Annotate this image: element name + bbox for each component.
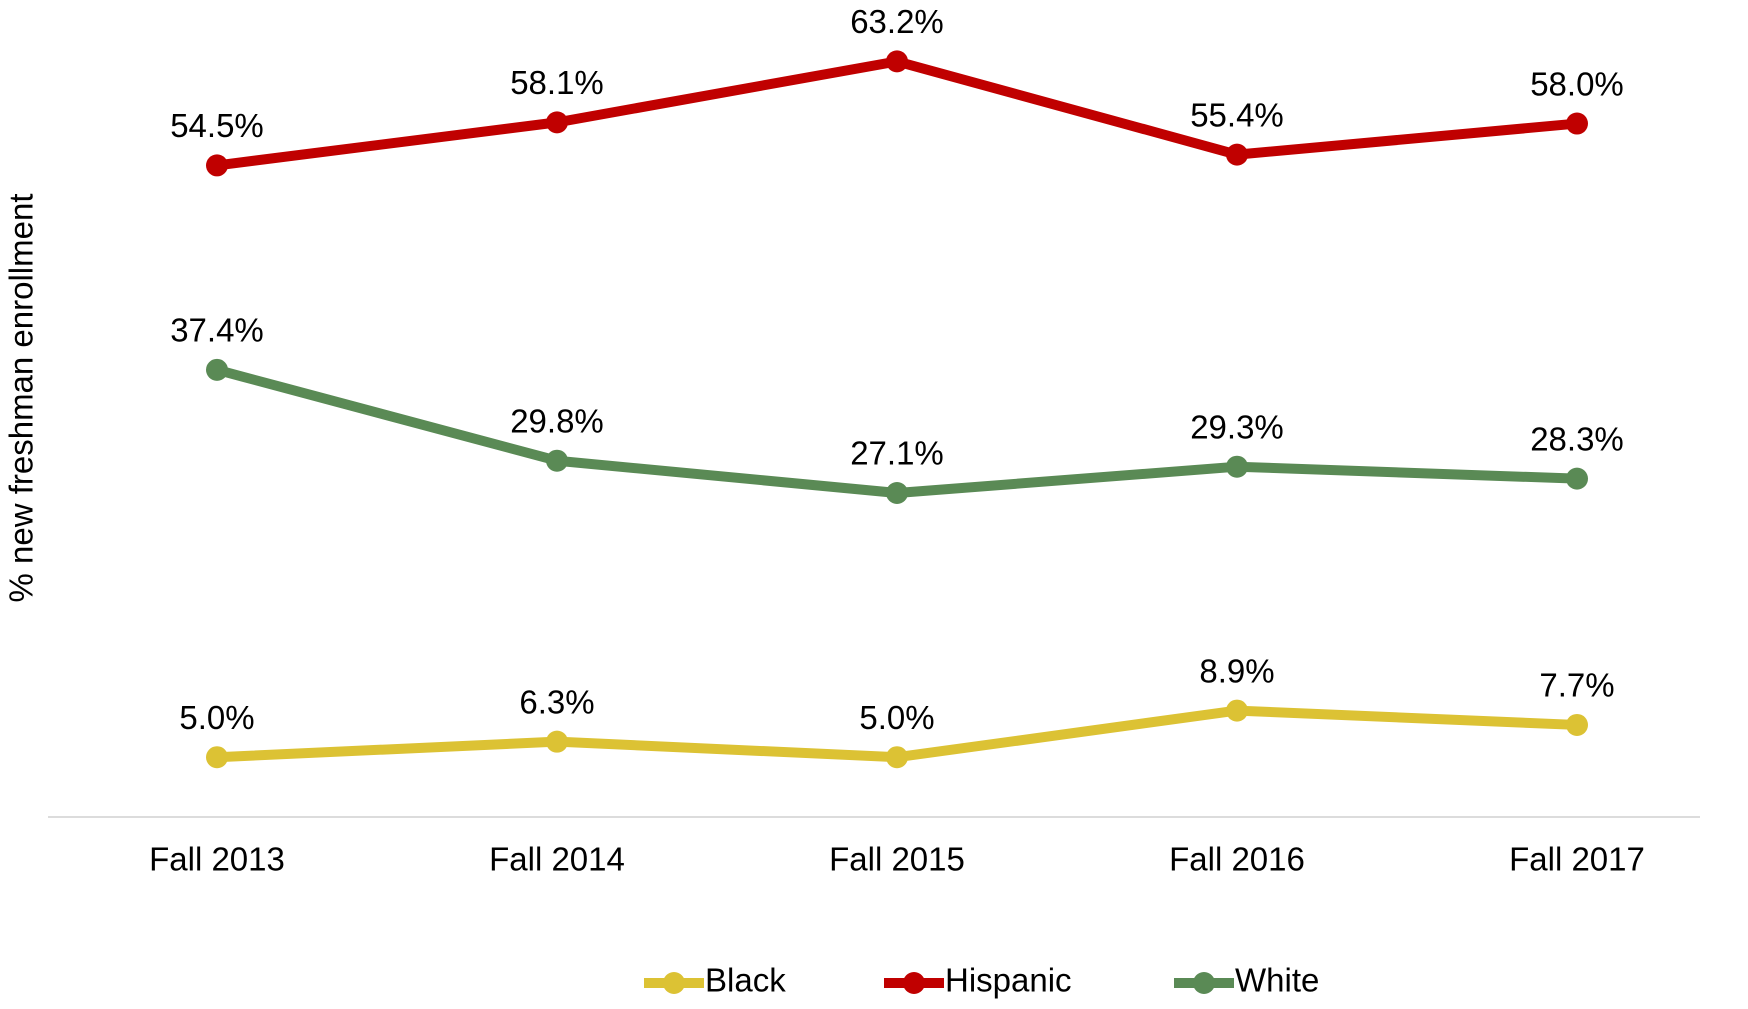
x-tick-label: Fall 2015 (829, 841, 965, 878)
data-label: 63.2% (850, 3, 944, 40)
data-point (886, 481, 908, 504)
data-label: 55.4% (1190, 96, 1284, 133)
x-tick-label: Fall 2014 (489, 841, 625, 878)
data-point (546, 111, 568, 134)
data-label: 8.9% (1199, 652, 1274, 689)
data-point (546, 449, 568, 472)
x-tick-label: Fall 2017 (1509, 841, 1645, 878)
data-label: 7.7% (1539, 667, 1614, 704)
data-label: 28.3% (1530, 420, 1624, 457)
y-axis-label: % new freshman enrollment (3, 193, 40, 602)
data-point (1226, 143, 1248, 166)
data-label: 29.8% (510, 402, 604, 439)
legend-marker (663, 972, 685, 994)
data-point (206, 154, 228, 177)
series-line (216, 56, 1578, 171)
x-tick-label: Fall 2016 (1169, 841, 1305, 878)
legend-marker (1193, 972, 1215, 994)
data-point (546, 730, 568, 753)
legend-label: White (1235, 962, 1319, 999)
data-point (886, 746, 908, 769)
data-point (206, 358, 228, 381)
data-label: 58.1% (510, 64, 604, 101)
data-label: 6.3% (519, 683, 594, 720)
legend-label: Black (705, 962, 786, 999)
data-point (1226, 699, 1248, 722)
data-point (1566, 112, 1588, 135)
data-label: 58.0% (1530, 65, 1624, 102)
data-label: 5.0% (859, 699, 934, 736)
data-point (206, 746, 228, 769)
legend-marker (903, 972, 925, 994)
data-point (1226, 455, 1248, 478)
x-tick-label: Fall 2013 (149, 841, 285, 878)
series-line (215, 365, 1578, 498)
data-label: 29.3% (1190, 408, 1284, 445)
data-label: 27.1% (850, 435, 944, 472)
data-point (1566, 467, 1588, 490)
data-label: 5.0% (179, 699, 254, 736)
data-point (886, 50, 908, 73)
legend-label: Hispanic (945, 962, 1072, 999)
data-point (1566, 713, 1588, 736)
data-label: 54.5% (170, 107, 264, 144)
data-label: 37.4% (170, 312, 264, 349)
